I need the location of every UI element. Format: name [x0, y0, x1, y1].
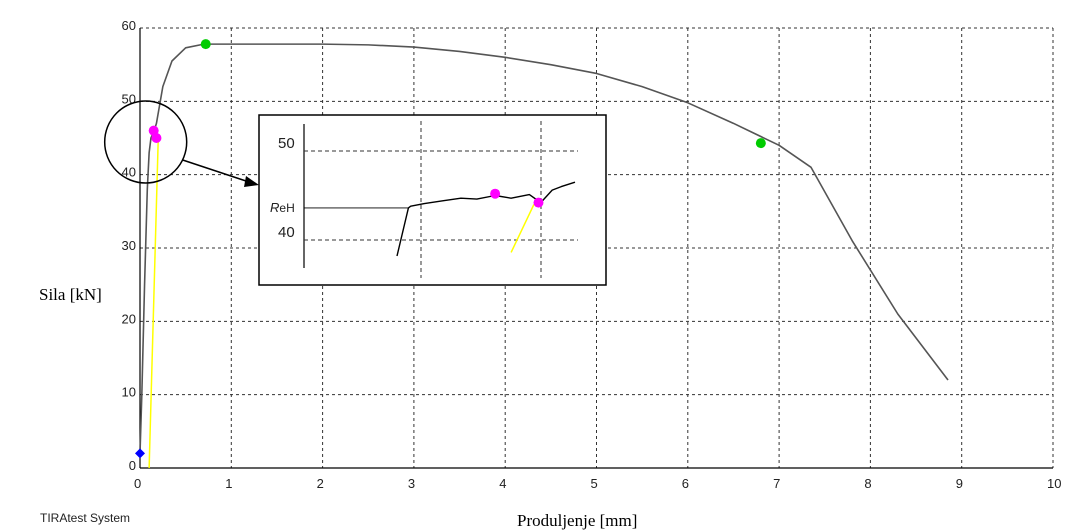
data-point-marker: [200, 39, 211, 50]
y-axis-label: Sila [kN]: [39, 285, 102, 304]
data-point-marker: [135, 448, 145, 459]
y-tick-label: 40: [122, 165, 136, 180]
y-tick-label: 30: [122, 238, 136, 253]
inset-data-point-marker: [490, 188, 501, 199]
zoom-circle: [103, 100, 188, 184]
y-tick-label: 0: [129, 458, 136, 473]
y-tick-label: 60: [122, 18, 136, 33]
x-tick-label: 4: [499, 476, 506, 491]
inset-box: [258, 114, 607, 286]
x-tick-label: 6: [682, 476, 689, 491]
x-tick-label: 8: [864, 476, 871, 491]
x-tick-label: 3: [408, 476, 415, 491]
x-tick-label: 7: [773, 476, 780, 491]
inset-unloading-line: [510, 204, 535, 253]
zoom-arrow-line: [182, 159, 250, 183]
x-tick-label: 0: [134, 476, 141, 491]
x-tick-label: 2: [317, 476, 324, 491]
y-tick-label: 20: [122, 311, 136, 326]
data-series-line: [139, 43, 949, 454]
data-point-marker: [151, 133, 162, 143]
x-axis-label: Produljenje [mm]: [517, 511, 637, 530]
x-tick-label: 1: [225, 476, 232, 491]
x-tick-label: 9: [956, 476, 963, 491]
inset-series-line: [396, 181, 576, 257]
brand-label: TIRAtest System: [40, 511, 130, 525]
data-series-line: [148, 137, 160, 469]
inset-reh-subscript: eH: [279, 201, 294, 215]
inset-reh-label: ReH: [270, 200, 295, 215]
inset-y-tick-label: 50: [278, 135, 295, 152]
zoom-arrow-head: [244, 176, 259, 187]
x-tick-label: 10: [1047, 476, 1061, 491]
x-tick-label: 5: [591, 476, 598, 491]
y-tick-label: 10: [122, 385, 136, 400]
inset-reh-letter: R: [270, 200, 279, 215]
inset-data-point-marker: [533, 197, 544, 208]
inset-y-tick-label: 40: [278, 224, 295, 241]
data-point-marker: [755, 138, 766, 149]
